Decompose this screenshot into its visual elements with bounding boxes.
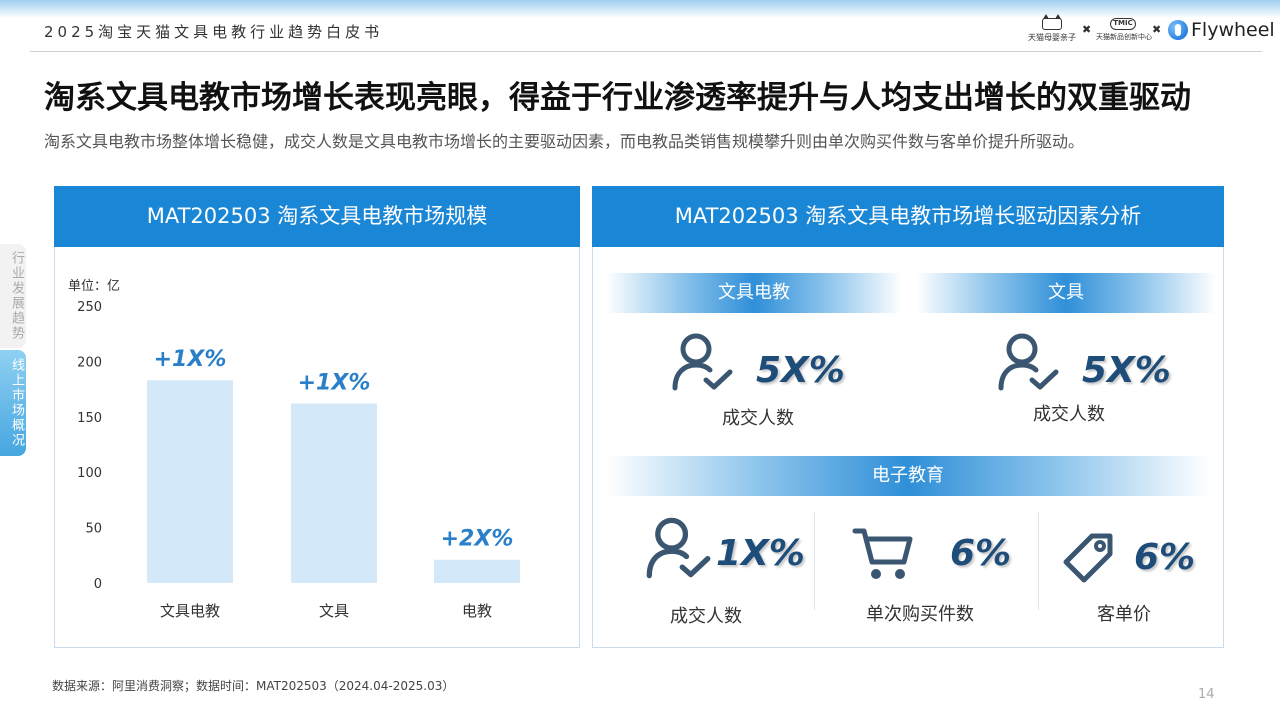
market-size-bar-chart: 单位：亿 0 50 100 150 200 250 +1X% 文具电教 +1X% 文具 +2X% 电教 [68,279,520,620]
price-tag-icon [1063,533,1113,583]
page-number: 14 [1198,687,1215,702]
y-tick-label: 150 [77,411,102,426]
bar [434,559,520,583]
metric-divider-1 [814,512,815,610]
electronic-edu-buyers-label: 成交人数 [670,606,742,627]
units-per-order-growth: 6% [950,533,1012,574]
y-tick-label: 0 [94,577,102,592]
electronic-edu-buyers-growth: 1X% [716,533,805,574]
band-electronic-edu: 电子教育 [606,456,1210,496]
user-check-icon [998,333,1059,391]
market-size-panel-title: MAT202503 淘系文具电教市场规模 [54,186,580,247]
tmall-logo-text: 天猫母婴亲子 [1028,33,1076,42]
logo-separator-2: ✖ [1152,23,1162,36]
y-tick-label: 250 [77,300,102,315]
tmall-logo: 天猫母婴亲子 [1028,14,1076,44]
shopping-cart-icon [852,528,913,579]
stationery-buyers-label: 成交人数 [1033,404,1105,425]
stationery-buyers-growth: 5X% [1082,350,1171,391]
page-subtitle: 淘系文具电教市场整体增长稳健，成交人数是文具电教市场增长的主要驱动因素，而电教品… [44,132,1085,151]
tmic-logo: TMIC 天猫新品创新中心 [1096,18,1162,44]
bar [147,380,233,583]
flywheel-logo: Flywheel [1166,16,1275,46]
stationery-edu-buyers-growth: 5X% [756,350,845,391]
y-tick-label: 50 [85,522,102,537]
x-tick-label: 文具电教 [160,602,220,620]
chart-unit-label: 单位：亿 [68,279,120,294]
x-tick-label: 文具 [319,602,349,620]
bar-data-label: +2X% [441,527,514,552]
flywheel-logo-text: Flywheel [1191,19,1275,41]
bar [291,403,377,583]
data-source-note: 数据来源：阿里消费洞察；数据时间：MAT202503（2024.04-2025.… [52,679,455,693]
tmic-mark: TMIC [1110,18,1136,30]
flywheel-mark-icon [1168,20,1188,40]
band-stationery-edu: 文具电教 [606,273,902,313]
avg-order-value-label: 客单价 [1097,604,1151,625]
logo-separator-1: ✖ [1082,23,1092,36]
band-stationery: 文具 [916,273,1216,313]
side-tab-online-market[interactable]: 线上市场概况 [0,350,26,456]
tmic-logo-text: 天猫新品创新中心 [1096,33,1152,41]
partner-logos: 天猫母婴亲子 ✖ TMIC 天猫新品创新中心 ✖ Flywheel [1026,14,1275,46]
units-per-order-label: 单次购买件数 [866,604,974,625]
y-tick-label: 200 [77,355,102,370]
avg-order-value-growth: 6% [1134,537,1196,578]
tmall-cat-icon [1042,14,1062,30]
x-tick-label: 电教 [462,602,492,620]
y-tick-label: 100 [77,466,102,481]
bar-data-label: +1X% [298,371,371,396]
stationery-edu-buyers-label: 成交人数 [722,408,794,429]
user-check-icon [672,333,733,391]
report-title: 2025淘宝天猫文具电教行业趋势白皮书 [44,23,384,41]
header-divider [30,51,1262,52]
side-tab-industry-trends[interactable]: 行业发展趋势 [0,244,26,348]
growth-drivers-panel-title: MAT202503 淘系文具电教市场增长驱动因素分析 [592,186,1224,247]
top-decoration-strip [0,0,1280,18]
metric-divider-2 [1038,512,1039,610]
page-title: 淘系文具电教市场增长表现亮眼，得益于行业渗透率提升与人均支出增长的双重驱动 [44,80,1191,116]
bar-data-label: +1X% [154,347,227,372]
user-check-icon [646,517,711,579]
